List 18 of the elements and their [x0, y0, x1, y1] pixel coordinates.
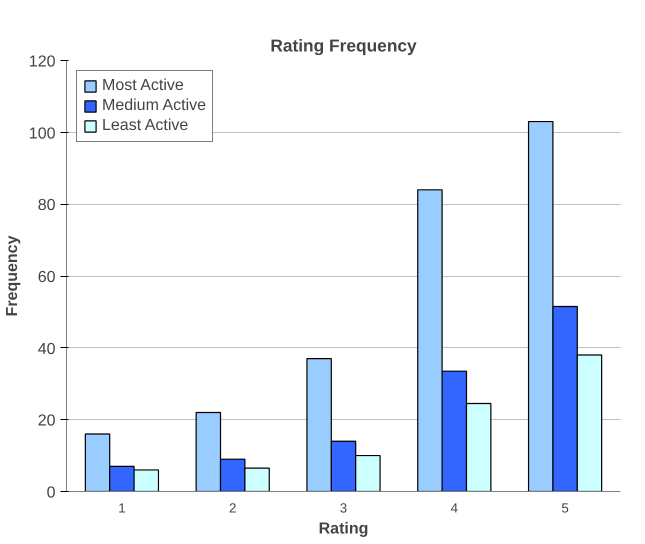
legend-label: Least Active: [102, 117, 188, 135]
x-tick-label: 4: [450, 500, 459, 516]
x-tick-label: 3: [340, 500, 348, 516]
legend-label: Medium Active: [102, 97, 206, 115]
x-tick-label: 2: [228, 500, 236, 516]
legend-label: Most Active: [102, 77, 184, 95]
y-tick-label: 80: [38, 197, 56, 214]
y-tick-label: 40: [38, 340, 56, 358]
y-tick-label: 60: [38, 269, 56, 286]
y-tick-label: 120: [28, 54, 56, 70]
y-tick-label: 0: [46, 484, 56, 502]
x-axis-title: Rating: [318, 520, 368, 538]
y-tick-label: 20: [38, 412, 56, 430]
y-axis-title: Frequency: [4, 235, 21, 316]
chart-title: Rating Frequency: [270, 36, 418, 56]
x-tick-label: 5: [561, 500, 569, 516]
y-tick-label: 100: [28, 125, 56, 142]
x-tick-label: 1: [118, 500, 126, 516]
